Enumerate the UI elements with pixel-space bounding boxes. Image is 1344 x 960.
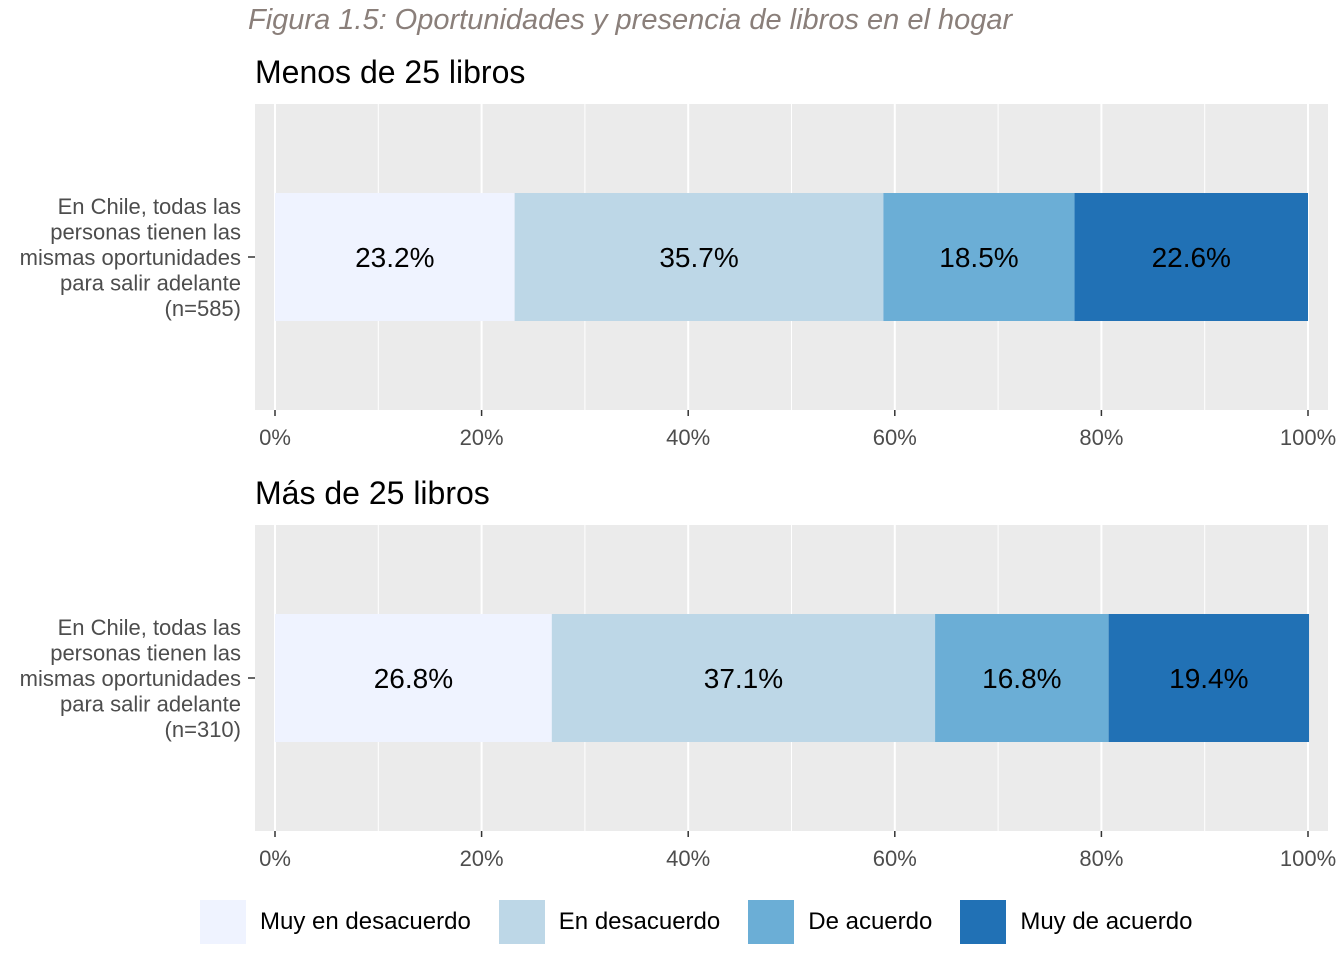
bar-segment-muy-de-acuerdo xyxy=(1108,614,1310,742)
data-label-en-desacuerdo: 37.1% xyxy=(704,663,783,694)
y-axis-category-label: En Chile, todas las personas tienen las mi… xyxy=(20,194,241,321)
panel-1: 23.2% 35.7% 18.5% 22.6%En Chile, todas las p… xyxy=(20,104,1336,450)
x-axis-tick-label: 0% xyxy=(259,425,291,450)
y-axis-label-line: mismas oportunidades xyxy=(20,666,241,691)
legend-swatch-en-desacuerdo xyxy=(498,900,545,944)
data-label-en-desacuerdo: 35.7% xyxy=(659,242,738,273)
legend: Muy en desacuerdo En desacuerdo De acuer… xyxy=(200,900,1220,944)
legend-label-en-desacuerdo: En desacuerdo xyxy=(558,908,721,935)
legend-label-de-acuerdo: De acuerdo xyxy=(808,908,933,935)
legend-item-muy-de-acuerdo: Muy de acuerdo xyxy=(960,900,1192,944)
bar-segment-muy-en-desacuerdo xyxy=(275,614,552,742)
bar-segment-muy-de-acuerdo xyxy=(1074,193,1308,321)
bar-segment-de-acuerdo xyxy=(883,193,1075,321)
x-axis-tick-label: 40% xyxy=(666,425,710,450)
legend-item-muy-en-desacuerdo: Muy en desacuerdo xyxy=(200,900,471,944)
bar-segment-en-desacuerdo xyxy=(551,614,936,742)
panel-2: 26.8% 37.1% 16.8% 19.4%En Chile, todas las p… xyxy=(20,525,1336,871)
data-label-muy-en-desacuerdo: 23.2% xyxy=(355,242,434,273)
data-label-muy-de-acuerdo: 22.6% xyxy=(1152,242,1231,273)
y-axis-label-line: (n=585) xyxy=(165,296,241,321)
bar-segment-muy-en-desacuerdo xyxy=(275,193,515,321)
figure-title: Figura 1.5: Oportunidades y presencia de… xyxy=(248,4,1013,36)
y-axis-label-line: (n=310) xyxy=(165,717,241,742)
x-axis-tick-label: 20% xyxy=(460,425,504,450)
x-axis-tick-label: 80% xyxy=(1079,425,1123,450)
x-axis-tick-label: 80% xyxy=(1079,846,1123,871)
y-axis-category-label: En Chile, todas las personas tienen las mi… xyxy=(20,615,241,742)
y-axis-label-line: mismas oportunidades xyxy=(20,245,241,270)
legend-item-de-acuerdo: De acuerdo xyxy=(748,900,932,944)
data-label-muy-en-desacuerdo: 26.8% xyxy=(374,663,453,694)
bar-segment-en-desacuerdo xyxy=(514,193,884,321)
data-label-de-acuerdo: 16.8% xyxy=(982,663,1061,694)
legend-swatch-de-acuerdo xyxy=(748,900,795,944)
panel-title-menos-25: Menos de 25 libros xyxy=(255,54,526,90)
legend-swatch-muy-en-desacuerdo xyxy=(200,900,246,944)
legend-label-muy-en-desacuerdo: Muy en desacuerdo xyxy=(260,908,471,935)
data-label-muy-de-acuerdo: 19.4% xyxy=(1169,663,1248,694)
x-axis-tick-label: 60% xyxy=(873,425,917,450)
y-axis-label-line: personas tienen las xyxy=(50,220,241,245)
y-axis-label-line: personas tienen las xyxy=(50,641,241,666)
legend-swatch-muy-de-acuerdo xyxy=(960,900,1007,944)
x-axis-tick-label: 100% xyxy=(1280,425,1336,450)
y-axis-label-line: En Chile, todas las xyxy=(58,615,241,640)
y-axis-label-line: En Chile, todas las xyxy=(58,194,241,219)
x-axis-tick-label: 20% xyxy=(460,846,504,871)
x-axis-tick-label: 100% xyxy=(1280,846,1336,871)
x-axis-tick-label: 40% xyxy=(666,846,710,871)
y-axis-label-line: para salir adelante xyxy=(60,271,241,296)
x-axis-tick-label: 60% xyxy=(873,846,917,871)
data-label-de-acuerdo: 18.5% xyxy=(939,242,1018,273)
legend-label-muy-de-acuerdo: Muy de acuerdo xyxy=(1020,908,1193,935)
panel-title-mas-25: Más de 25 libros xyxy=(255,475,490,511)
x-axis-tick-label: 0% xyxy=(259,846,291,871)
legend-item-en-desacuerdo: En desacuerdo xyxy=(498,900,721,944)
bar-segment-de-acuerdo xyxy=(935,614,1109,742)
y-axis-label-line: para salir adelante xyxy=(60,692,241,717)
